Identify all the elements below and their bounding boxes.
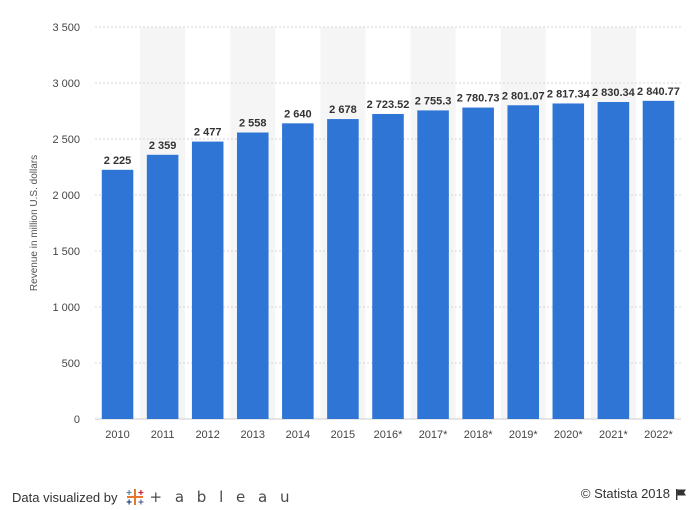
y-tick-label: 2 000: [52, 190, 80, 202]
bar[interactable]: [552, 103, 585, 419]
x-tick-label: 2011: [151, 429, 175, 441]
x-tick-label: 2014: [286, 429, 310, 441]
y-tick-label: 3 000: [52, 78, 80, 90]
data-label: 2 780.73: [457, 93, 500, 105]
data-label: 2 558: [239, 118, 267, 130]
value-labels: 2 225 2 359 2 477 2 558 2 640 2 678 2 723.52 2 …: [104, 86, 680, 167]
data-label: 2 830.34: [592, 87, 636, 99]
y-tick-label: 3 500: [52, 22, 80, 34]
bar[interactable]: [236, 132, 269, 419]
bar[interactable]: [327, 119, 359, 420]
bar[interactable]: [507, 105, 540, 420]
x-tick-label: 2010: [105, 429, 129, 441]
data-label: 2 723.52: [367, 99, 410, 111]
x-tick-label: 2012: [195, 429, 219, 441]
bar[interactable]: [282, 123, 314, 419]
x-tick-label: 2022*: [644, 429, 673, 441]
bar[interactable]: [417, 110, 449, 419]
bar[interactable]: [146, 154, 179, 420]
tableau-cross-icon: [126, 489, 143, 505]
bar[interactable]: [597, 102, 630, 419]
x-tick-label: 2021*: [599, 429, 628, 441]
bar[interactable]: [372, 113, 404, 419]
y-axis-label: Revenue in million U.S. dollars: [29, 155, 40, 291]
tableau-wordmark: + a b l e a u: [149, 488, 294, 506]
x-tick-label: 2019*: [509, 429, 538, 441]
y-tick-label: 1 500: [52, 246, 80, 258]
data-label: 2 477: [194, 127, 222, 139]
y-tick-label: 0: [74, 414, 80, 426]
y-axis-ticks: 0 500 1 000 1 500 2 000 2 500 3 000 3 500: [52, 22, 80, 426]
x-tick-label: 2017*: [419, 429, 448, 441]
data-label: 2 640: [284, 108, 312, 120]
bars: [101, 100, 675, 420]
bar-chart: 2 225 2 359 2 477 2 558 2 640 2 678 2 723.52 2 …: [29, 22, 681, 441]
y-tick-label: 2 500: [52, 134, 80, 146]
data-label: 2 678: [329, 104, 357, 116]
data-label: 2 359: [149, 140, 177, 152]
footer-credit: Data visualized by + a b l e a u: [12, 486, 294, 508]
bar[interactable]: [642, 100, 675, 419]
y-tick-label: 1 000: [52, 302, 80, 314]
data-label: 2 801.07: [502, 90, 545, 102]
credit-text: Data visualized by: [12, 489, 118, 505]
data-label: 2 755.3: [415, 95, 452, 107]
flag-icon[interactable]: [675, 488, 687, 500]
y-tick-label: 500: [62, 358, 80, 370]
data-label: 2 225: [104, 155, 132, 167]
footer-copyright: © Statista 2018: [581, 486, 687, 501]
tableau-logo[interactable]: + a b l e a u: [124, 486, 294, 508]
data-label: 2 817.34: [547, 88, 591, 100]
x-axis-ticks: 2010 2011 2012 2013 2014 2015 2016* 2017* 2018* 2…: [105, 429, 673, 441]
x-tick-label: 2018*: [464, 429, 493, 441]
x-tick-label: 2016*: [374, 429, 403, 441]
data-label: 2 840.77: [637, 86, 680, 98]
bar[interactable]: [462, 107, 494, 420]
bar[interactable]: [101, 169, 134, 419]
copyright-text[interactable]: © Statista 2018: [580, 486, 670, 501]
x-tick-label: 2015: [331, 429, 355, 441]
x-tick-label: 2013: [241, 429, 265, 441]
x-tick-label: 2020*: [554, 429, 583, 441]
bar[interactable]: [191, 141, 224, 420]
